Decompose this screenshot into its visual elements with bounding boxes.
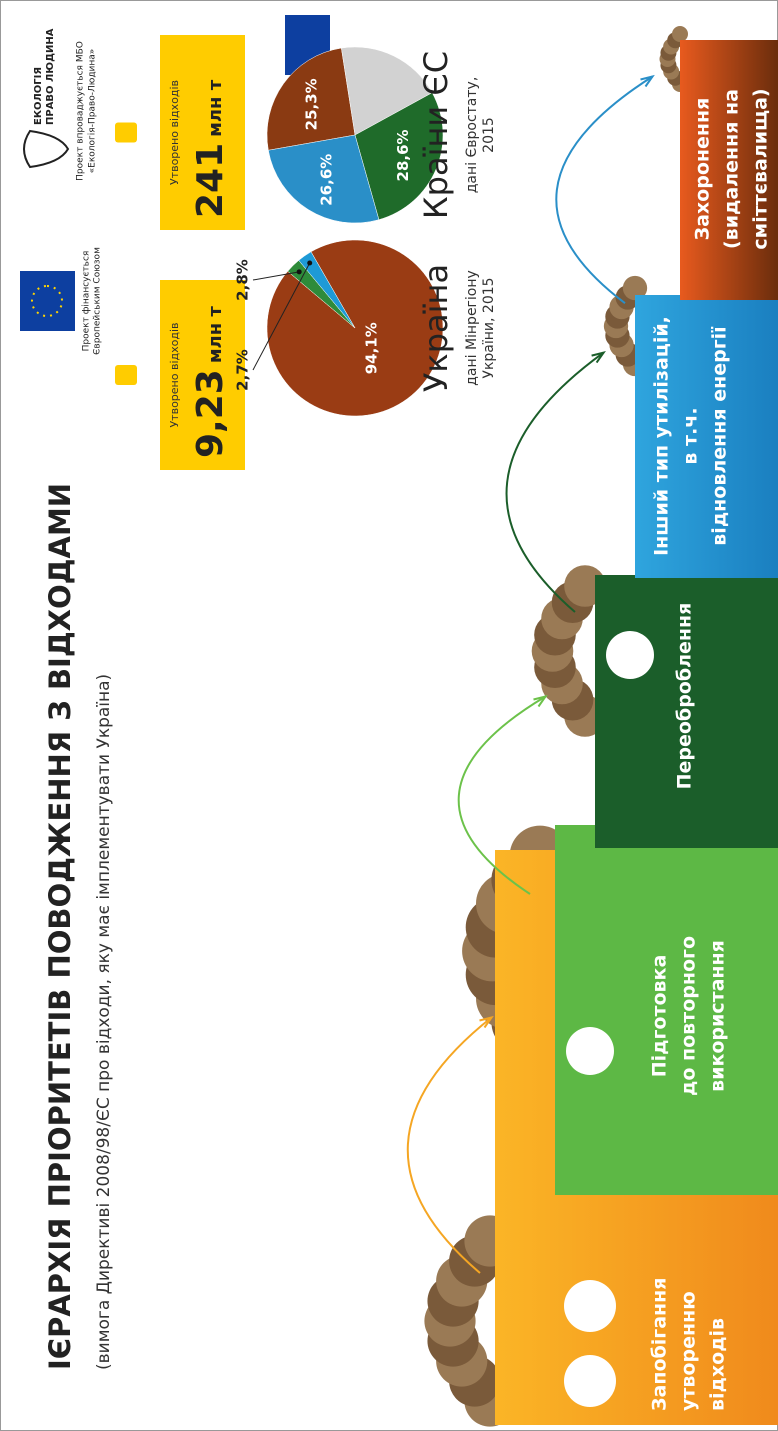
pie-label: 2,7% [234, 349, 252, 391]
step-icon [606, 631, 654, 679]
bin-icon [115, 123, 137, 143]
step-label: сміттєвалища) [750, 88, 772, 249]
step-icon [564, 1355, 616, 1407]
eco-logo [24, 131, 68, 167]
subtitle: (вимога Директиві 2008/98/ЄС про відходи… [94, 674, 114, 1370]
steps: Запобігання утворенню відходів Підготовка до… [495, 40, 778, 1425]
step-label: утворенню [678, 1291, 700, 1411]
pie-label: 2,8% [234, 259, 252, 301]
eco-text: «Екологія-Право-Людина» [88, 49, 98, 174]
total-unit: млн т [205, 306, 226, 364]
step-icon [566, 1027, 614, 1075]
eco-text: Проект впроваджується МБО [76, 41, 86, 181]
title: ІЄРАРХІЯ ПРІОРИТЕТІВ ПОВОДЖЕННЯ З ВІДХОД… [43, 483, 77, 1370]
step-label: відходів [707, 1318, 729, 1411]
page: Ієрархія пріоритетів {"header": {"title"… [0, 0, 778, 1431]
total-value: 9,23 [190, 369, 231, 458]
total-label: Утворено відходів [168, 322, 181, 427]
arrow [556, 77, 652, 304]
total-value: 241 [190, 143, 231, 218]
step-label: Інший тип утилізацій, [651, 316, 673, 556]
total-unit: млн т [205, 79, 226, 137]
total-label: Утворено відходів [168, 80, 181, 185]
infographic: ІЄРАРХІЯ ПРІОРИТЕТІВ ПОВОДЖЕННЯ З ВІДХОД… [0, 0, 778, 1431]
step-label: в т.ч. [680, 407, 702, 464]
source: 2015 [481, 117, 497, 153]
arrow-head [534, 697, 546, 707]
step-label: використання [707, 940, 729, 1092]
eu-logo [20, 271, 75, 331]
step-label: до повторного [678, 936, 700, 1096]
eu-text: Проект фінансується [82, 251, 92, 352]
region-name: Країни ЄС [417, 51, 455, 219]
pie-label: 94,1% [362, 322, 380, 374]
step-label: Переоброблення [674, 603, 696, 790]
bin-icon [115, 365, 137, 385]
step-icon [564, 1280, 616, 1332]
eco-logo-text: ЕКОЛОГІЯ [33, 67, 44, 125]
pie-label: 26,6% [317, 154, 335, 206]
body: ІЄРАРХІЯ ПРІОРИТЕТІВ ПОВОДЖЕННЯ З ВІДХОД… [0, 0, 778, 1431]
pie-label: 25,3% [303, 78, 321, 130]
heap-blob [672, 26, 688, 42]
stage: ІЄРАРХІЯ ПРІОРИТЕТІВ ПОВОДЖЕННЯ З ВІДХОД… [0, 0, 778, 1431]
eco-logo-text: ПРАВО ЛЮДИНА [45, 28, 56, 125]
step-label: відновлення енергії [709, 326, 731, 546]
pie-label: 28,6% [394, 129, 412, 181]
leader-dot [297, 269, 302, 274]
region-name: Україна [417, 264, 455, 392]
step-label: Підготовка [649, 955, 671, 1078]
source: дані Мінрегіону [464, 270, 480, 386]
step-label: (видалення на [721, 89, 743, 249]
source: України, 2015 [481, 277, 497, 378]
source: дані Євростату, [464, 77, 480, 194]
pies: Утворено відходів 9,23 млн т 94,1% 2,8% 2,7% У… [115, 15, 497, 470]
step-label: Запобігання [649, 1278, 671, 1411]
eu-text: Європейським Союзом [93, 247, 103, 355]
step-label: Захоронення [692, 98, 714, 241]
leader-dot [307, 261, 312, 266]
